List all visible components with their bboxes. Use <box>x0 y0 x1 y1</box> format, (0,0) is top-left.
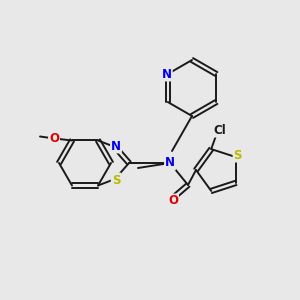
Text: N: N <box>165 157 175 169</box>
Text: Cl: Cl <box>214 124 226 136</box>
Text: N: N <box>111 140 121 152</box>
Text: N: N <box>162 68 172 80</box>
Text: S: S <box>112 173 120 187</box>
Text: O: O <box>49 132 59 145</box>
Text: S: S <box>233 148 242 162</box>
Text: O: O <box>168 194 178 208</box>
